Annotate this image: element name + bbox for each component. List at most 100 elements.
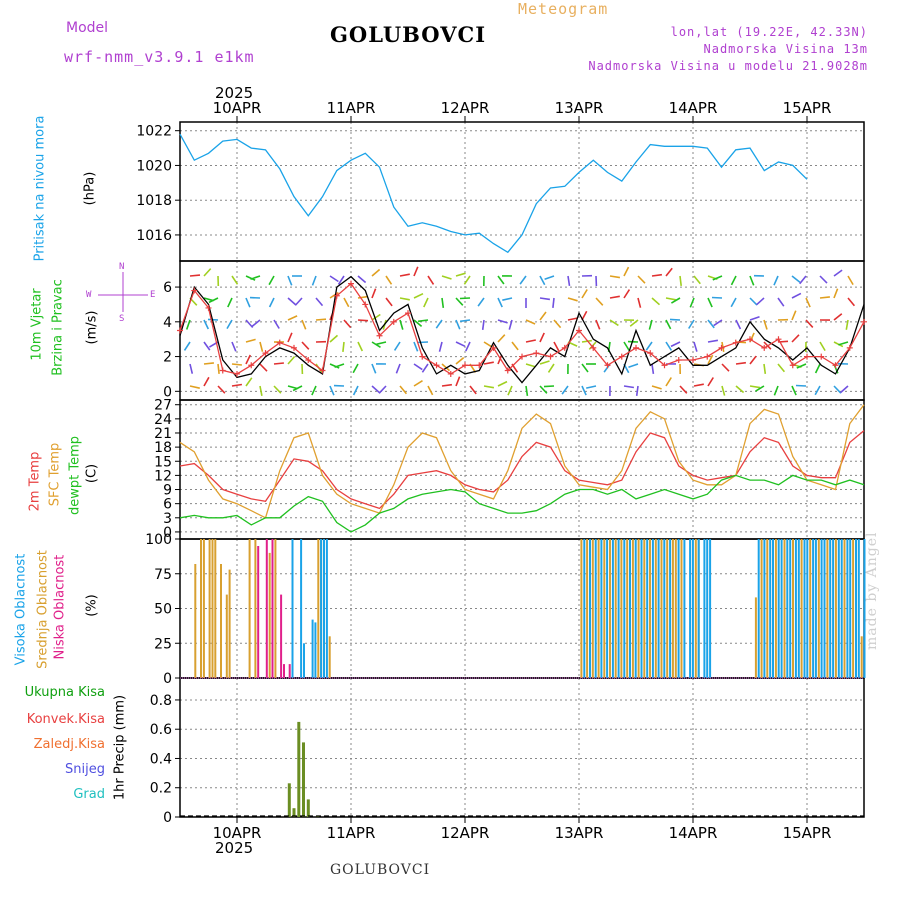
gust-mark-9 — [305, 357, 312, 364]
bar-cloud-high-5 — [320, 539, 323, 678]
ytick-label-pressure-0: 1016 — [136, 228, 172, 244]
ytick-label-cloud-4: 100 — [145, 532, 172, 548]
bar-cloud-high-41 — [797, 539, 800, 678]
bar-cloud-high-0 — [291, 539, 294, 678]
wind-barb-236 — [796, 363, 807, 369]
wind-barb-99 — [226, 319, 233, 330]
wind-barb-84 — [689, 297, 695, 308]
bar-cloud-mid-10 — [254, 539, 257, 678]
low-cloud-label: Niska Oblacnost — [52, 554, 68, 660]
gust-mark-8 — [291, 344, 297, 351]
gust-mark-16 — [405, 310, 411, 317]
bar-cloud-high-3 — [311, 619, 314, 678]
wind-barb-86 — [711, 296, 723, 299]
wind-barb-194 — [217, 363, 220, 374]
bar-cloud-high-15 — [623, 539, 626, 678]
wind-barb-272 — [635, 385, 639, 397]
bar-cloud-mid-43 — [783, 539, 786, 678]
bar-cloud-low-3 — [280, 594, 283, 678]
wind-barb-96 — [185, 319, 191, 330]
bar-cloud-low-4 — [283, 664, 285, 678]
wind-barb-220 — [581, 363, 589, 373]
wind-barb-204 — [352, 363, 359, 374]
gust-mark-4 — [234, 370, 240, 377]
wind-barb-262 — [497, 380, 508, 387]
pressure-axis-title: Pritisak na nivou mora — [32, 115, 48, 262]
wind-barb-45 — [819, 275, 828, 284]
bar-cloud-mid-4 — [211, 539, 214, 678]
bar-cloud-low-5 — [288, 664, 291, 678]
bar-cloud-high-23 — [669, 539, 672, 678]
wind-barb-111 — [399, 319, 404, 330]
bar-cloud-high-8 — [583, 539, 586, 678]
ytick-label-wind-1: 2 — [163, 350, 172, 366]
wind-barb-230 — [721, 363, 730, 372]
bar-cloud-mid-14 — [317, 539, 320, 678]
wind-barb-196 — [245, 354, 252, 365]
wind-barb-175 — [623, 341, 630, 351]
bar-cloud-high-54 — [855, 539, 857, 678]
wind-barb-51 — [227, 297, 233, 308]
sfc-temp-label: SFC Temp — [47, 442, 63, 507]
wind-barb-264 — [525, 385, 529, 397]
dewpt-temp-label: dewpt Temp — [67, 436, 83, 516]
wind-barb-122 — [553, 319, 562, 329]
bar-cloud-high-56 — [863, 539, 866, 678]
wind-barb-284 — [795, 384, 807, 387]
pressure-unit-label: (hPa) — [82, 171, 98, 206]
ytick-label-temperature-6: 18 — [154, 440, 172, 456]
bar-cloud-mid-19 — [586, 539, 589, 678]
wind-barb-116 — [459, 319, 471, 323]
wind-barb-61 — [371, 288, 377, 299]
bar-cloud-high-16 — [629, 539, 631, 678]
bar-cloud-high-24 — [677, 539, 680, 678]
bar-cloud-mid-36 — [680, 539, 683, 678]
bar-cloud-mid-45 — [800, 539, 803, 678]
bar-cloud-mid-34 — [671, 539, 674, 678]
model-value: wrf-nmm_v3.9.1 e1km — [64, 48, 255, 66]
bar-cloud-high-13 — [611, 539, 614, 678]
meteogram-title: Meteogram — [518, 0, 609, 18]
bar-cloud-high-19 — [646, 539, 649, 678]
wind-barb-205 — [371, 363, 377, 374]
wind-barb-16 — [413, 266, 419, 277]
wind-barb-131 — [669, 318, 681, 321]
wind-barb-252 — [352, 385, 359, 396]
gust-mark-40 — [747, 336, 753, 343]
wind-barb-242 — [217, 385, 226, 394]
gust-mark-22 — [490, 344, 497, 351]
wind-barb-248 — [292, 385, 303, 392]
bar-cloud-high-12 — [606, 539, 609, 678]
bar-cloud-high-2 — [303, 643, 305, 679]
wind-barb-210 — [441, 363, 451, 372]
wind-barb-257 — [427, 385, 434, 396]
year-label-top: 2025 — [215, 84, 254, 102]
wind-barb-25 — [539, 275, 546, 286]
wind-barb-97 — [203, 319, 210, 330]
wind-barb-3 — [231, 275, 239, 285]
wind-barb-91 — [791, 292, 802, 299]
wind-barb-0 — [189, 274, 201, 277]
wind-barb-7 — [287, 275, 293, 286]
wind-barb-287 — [839, 385, 849, 394]
wind-barb-142 — [833, 313, 843, 321]
wind-barb-124 — [581, 310, 588, 321]
bar-cloud-mid-23 — [609, 539, 611, 678]
bar-cloud-high-42 — [803, 539, 806, 678]
wind-barb-95 — [847, 297, 856, 307]
wind-barb-151 — [287, 332, 293, 343]
mid-cloud-label: Srednja Oblacnost — [35, 550, 51, 669]
gust-mark-14 — [376, 332, 383, 339]
bar-cloud-high-35 — [772, 539, 774, 678]
bar-cloud-high-6 — [323, 539, 325, 678]
gust-mark-35 — [675, 357, 682, 364]
wind-barb-87 — [730, 297, 737, 308]
bar-cloud-high-34 — [769, 539, 772, 678]
high-cloud-label: Visoka Oblacnost — [13, 553, 29, 666]
wind-barb-249 — [311, 385, 317, 396]
bar-cloud-high-39 — [789, 539, 792, 678]
bar-cloud-high-49 — [832, 539, 835, 678]
legend-total-rain: Ukupna Kisa — [24, 685, 105, 700]
wind-barb-231 — [735, 361, 747, 365]
gust-mark-18 — [433, 362, 440, 369]
